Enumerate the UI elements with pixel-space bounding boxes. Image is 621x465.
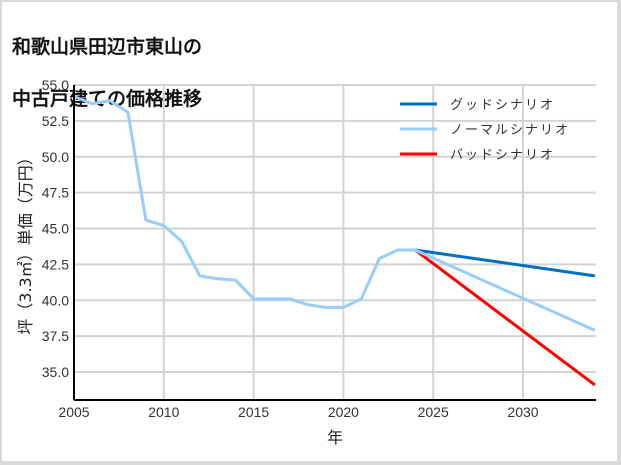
x-tick-label: 2025 [418, 404, 449, 420]
x-axis-label: 年 [327, 428, 343, 447]
x-tick-label: 2015 [238, 404, 269, 420]
chart-title-line-1: 和歌山県田辺市東山の [12, 36, 203, 58]
y-tick-label: 45.0 [42, 221, 69, 237]
chart-title-line-2: 中古戸建ての価格推移 [12, 88, 203, 110]
x-tick-label: 2030 [507, 404, 538, 420]
x-tick-label: 2020 [328, 404, 359, 420]
series-line [415, 248, 596, 278]
y-tick-label: 52.5 [42, 113, 69, 129]
y-tick-label: 37.5 [42, 328, 69, 344]
chart-title: 和歌山県田辺市東山の 中古戸建ての価格推移 [12, 8, 202, 138]
y-tick-label: 55.0 [42, 77, 69, 93]
y-tick-label: 50.0 [42, 149, 69, 165]
legend-label: バッドシナリオ [450, 148, 555, 163]
chart-frame [2, 2, 617, 461]
y-axis-label: 坪（3.3㎡）単価（万円） [16, 149, 35, 334]
legend-label: グッドシナリオ [450, 98, 555, 113]
x-tick-label: 2005 [58, 404, 89, 420]
y-tick-label: 40.0 [42, 292, 69, 308]
x-tick-label: 2010 [148, 404, 179, 420]
y-tick-label: 47.5 [42, 185, 69, 201]
y-tick-label: 42.5 [42, 256, 69, 272]
legend-label: ノーマルシナリオ [450, 123, 570, 138]
series-line [414, 248, 596, 387]
y-tick-label: 35.0 [42, 364, 69, 380]
tick-labels: 35.0 37.5 40.0 42.5 45.0 47.5 50.0 52.5 55.0 2005… [42, 77, 539, 420]
series-lines [73, 95, 596, 387]
axes [73, 85, 596, 401]
series-line [73, 95, 596, 332]
